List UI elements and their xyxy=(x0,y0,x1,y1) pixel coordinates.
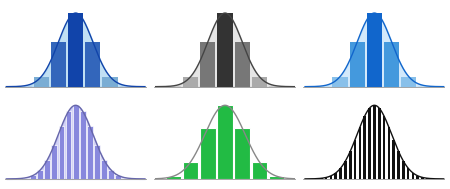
Bar xyxy=(66,111,72,179)
Bar xyxy=(30,175,36,179)
Bar xyxy=(45,160,50,179)
Bar xyxy=(166,176,181,179)
Bar xyxy=(416,176,419,179)
Bar xyxy=(373,105,376,179)
Bar xyxy=(354,140,356,179)
Bar xyxy=(350,42,365,87)
Bar xyxy=(87,126,93,179)
Bar xyxy=(34,77,49,87)
Bar xyxy=(68,13,83,87)
Bar xyxy=(252,77,267,87)
Bar xyxy=(401,77,416,87)
Bar xyxy=(367,13,382,87)
Bar xyxy=(122,178,128,179)
Bar xyxy=(234,128,250,179)
Bar xyxy=(115,175,121,179)
Bar xyxy=(23,178,29,179)
Bar xyxy=(397,151,400,179)
Bar xyxy=(402,161,405,179)
Bar xyxy=(16,86,32,87)
Bar xyxy=(384,42,399,87)
Bar xyxy=(359,127,361,179)
Bar xyxy=(333,77,347,87)
Bar xyxy=(368,108,371,179)
Bar xyxy=(252,162,267,179)
Bar xyxy=(217,105,233,179)
Bar xyxy=(269,176,284,179)
Bar xyxy=(101,160,107,179)
Bar xyxy=(426,178,429,179)
Bar xyxy=(382,116,385,179)
Bar xyxy=(315,86,330,87)
Bar xyxy=(320,178,323,179)
Bar xyxy=(103,77,117,87)
Bar xyxy=(421,177,424,179)
Bar xyxy=(51,42,66,87)
Bar xyxy=(349,151,351,179)
Bar xyxy=(94,145,100,179)
Bar xyxy=(200,42,216,87)
Bar xyxy=(330,176,332,179)
Bar xyxy=(80,111,86,179)
Bar xyxy=(120,86,135,87)
Bar xyxy=(364,116,366,179)
Bar xyxy=(378,108,381,179)
Bar xyxy=(407,168,410,179)
Bar xyxy=(183,162,198,179)
Bar xyxy=(108,170,114,179)
Bar xyxy=(269,86,284,87)
Bar xyxy=(412,173,414,179)
Bar xyxy=(418,86,434,87)
Bar xyxy=(334,173,337,179)
Bar xyxy=(344,161,347,179)
Bar xyxy=(387,127,390,179)
Bar xyxy=(73,105,79,179)
Bar xyxy=(51,145,57,179)
Bar xyxy=(392,140,395,179)
Bar xyxy=(183,77,198,87)
Bar xyxy=(217,13,233,87)
Bar xyxy=(85,42,100,87)
Bar xyxy=(325,177,328,179)
Bar xyxy=(58,126,64,179)
Bar xyxy=(200,128,216,179)
Bar xyxy=(37,170,43,179)
Bar xyxy=(339,168,342,179)
Bar xyxy=(234,42,250,87)
Bar xyxy=(166,86,181,87)
